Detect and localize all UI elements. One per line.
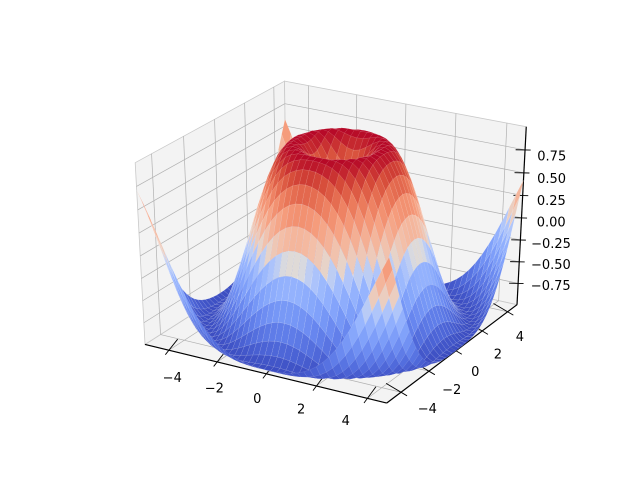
surface-plot-canvas[interactable] <box>0 0 640 480</box>
matplotlib-figure <box>0 0 640 480</box>
